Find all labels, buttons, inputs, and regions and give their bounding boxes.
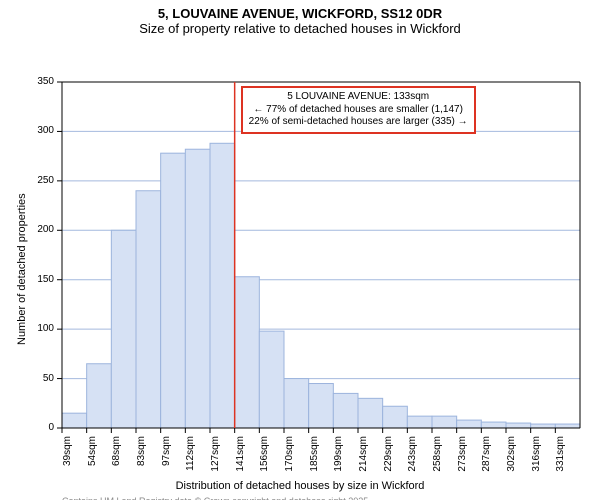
x-tick-label: 258sqm [432,436,443,500]
x-tick-label: 141sqm [235,436,246,500]
x-tick-label: 302sqm [506,436,517,500]
y-tick-label: 200 [0,224,54,235]
x-tick-label: 156sqm [259,436,270,500]
x-tick-label: 199sqm [333,436,344,500]
annotation-line-1: 5 LOUVAINE AVENUE: 133sqm [249,91,468,104]
x-tick-label: 316sqm [531,436,542,500]
x-tick-label: 39sqm [62,436,73,500]
annotation-line-2: ← 77% of detached houses are smaller (1,… [249,104,468,117]
x-tick-label: 97sqm [161,436,172,500]
x-tick-label: 185sqm [309,436,320,500]
y-tick-label: 350 [0,76,54,87]
x-tick-label: 273sqm [457,436,468,500]
x-tick-label: 170sqm [284,436,295,500]
y-tick-label: 250 [0,175,54,186]
x-tick-label: 243sqm [407,436,418,500]
y-tick-label: 50 [0,373,54,384]
annotation-box: 5 LOUVAINE AVENUE: 133sqm ← 77% of detac… [241,86,476,134]
x-tick-label: 127sqm [210,436,221,500]
x-tick-label: 54sqm [87,436,98,500]
chart-area: Number of detached properties Distributi… [0,36,600,499]
x-tick-label: 68sqm [111,436,122,500]
annotation-line-3: 22% of semi-detached houses are larger (… [249,116,468,129]
y-tick-label: 0 [0,422,54,433]
x-tick-label: 112sqm [185,436,196,500]
x-tick-label: 331sqm [555,436,566,500]
y-tick-label: 100 [0,323,54,334]
x-tick-label: 229sqm [383,436,394,500]
chart-title-main: 5, LOUVAINE AVENUE, WICKFORD, SS12 0DR [0,6,600,21]
x-tick-label: 214sqm [358,436,369,500]
chart-title-sub: Size of property relative to detached ho… [0,21,600,36]
x-tick-label: 287sqm [481,436,492,500]
y-tick-label: 300 [0,125,54,136]
y-tick-label: 150 [0,274,54,285]
x-tick-label: 83sqm [136,436,147,500]
